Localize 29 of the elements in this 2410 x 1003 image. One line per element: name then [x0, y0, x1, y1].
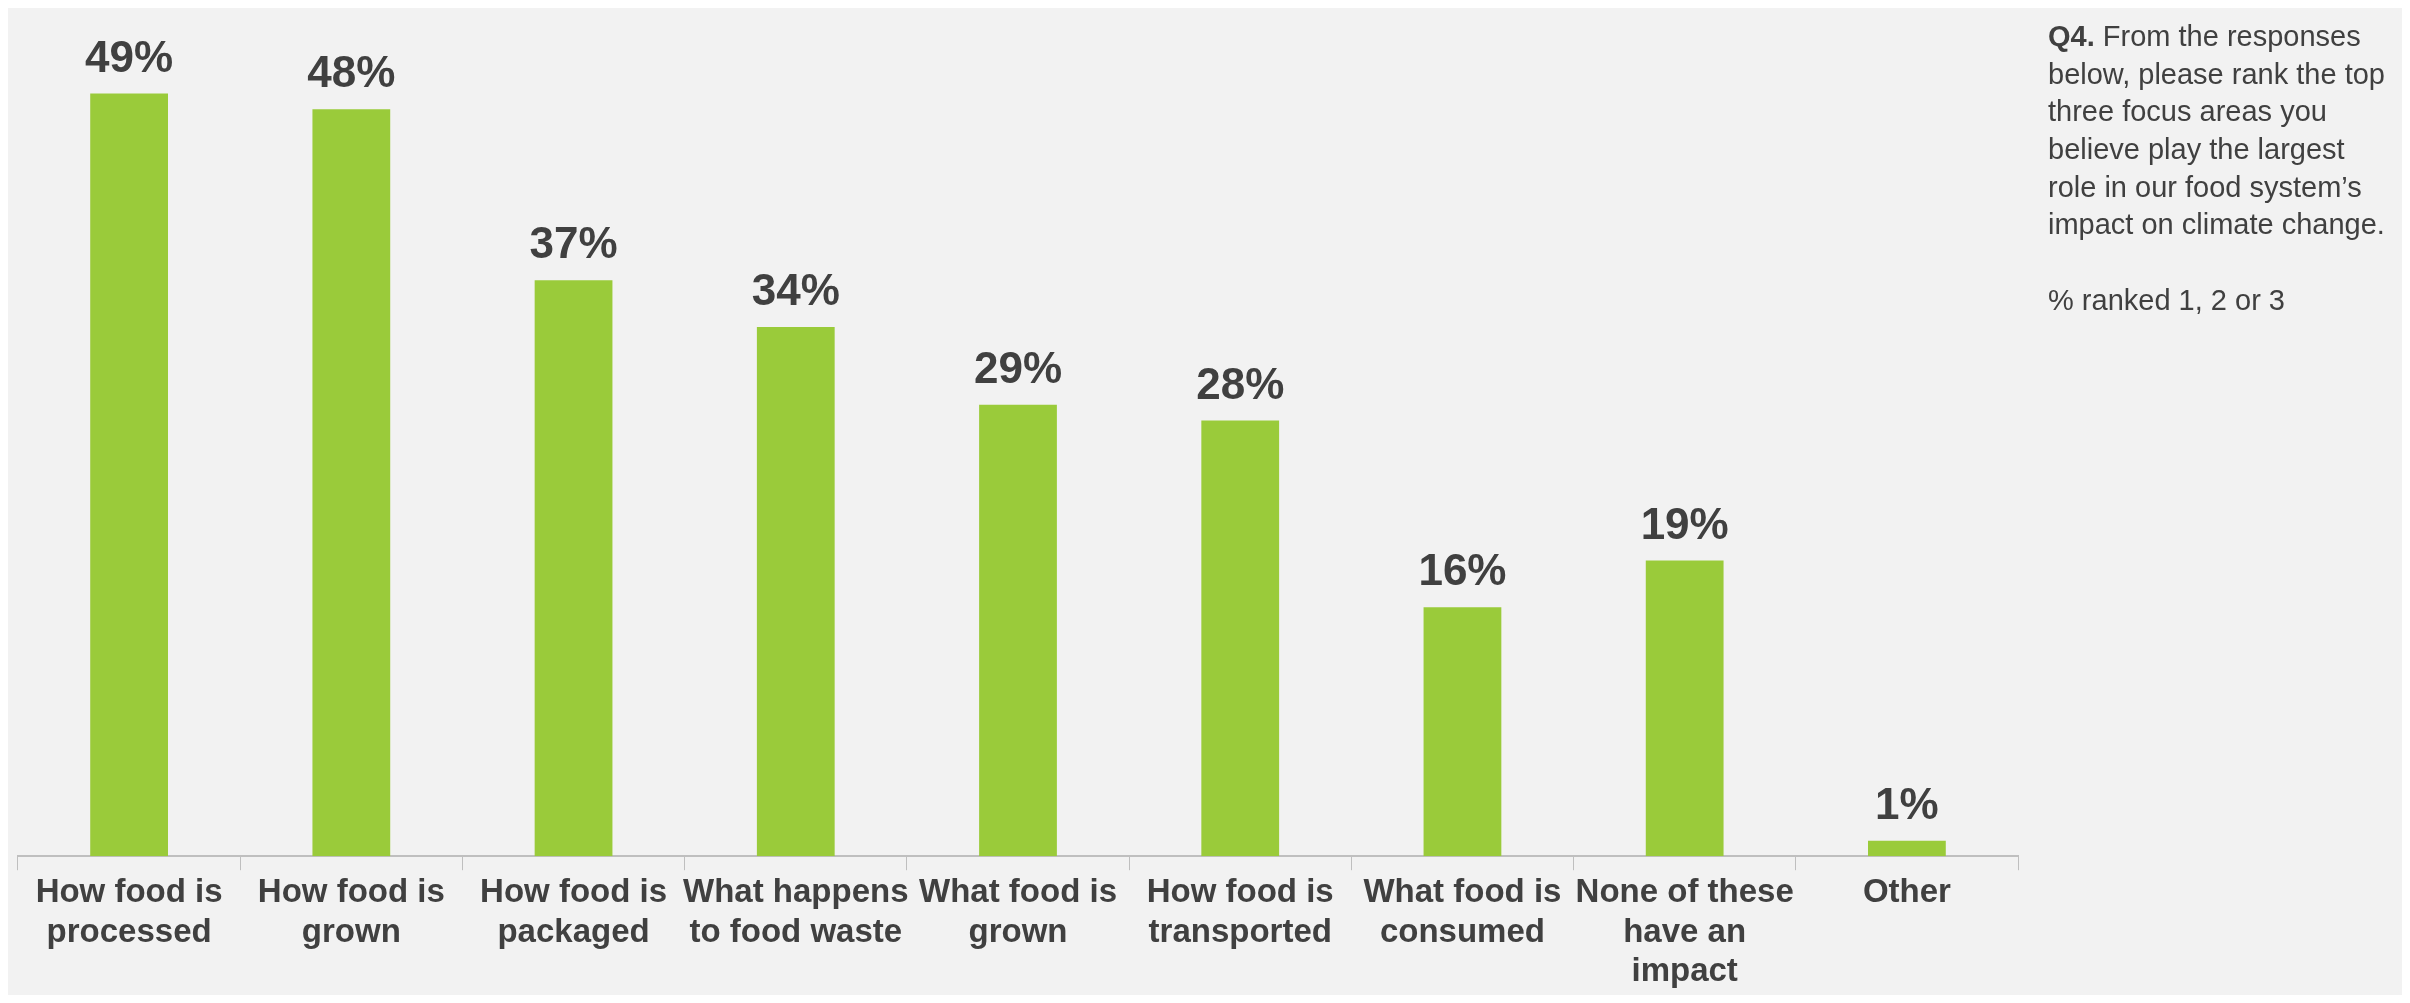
data-label: 16% — [1418, 545, 1507, 595]
x-tick-label: Other — [1862, 872, 1952, 910]
bar — [312, 109, 391, 857]
x-tick-label: What happens to food waste — [683, 872, 909, 949]
data-label: 29% — [973, 342, 1063, 392]
data-label: 19% — [1640, 498, 1729, 548]
data-label: 49% — [85, 31, 174, 81]
bar — [1423, 607, 1502, 857]
bar — [1201, 420, 1280, 857]
data-label: 28% — [1196, 358, 1285, 408]
x-tick-label: What food is consumed — [1363, 872, 1562, 949]
data-label: 37% — [529, 218, 618, 268]
bar — [90, 93, 168, 857]
text: Q4. From the responses below, please rank the top three focus areas you believe play the largest role in our food system’s impact on climate change. — [2048, 19, 2386, 243]
bar — [1868, 840, 1946, 857]
x-tick-label: How food is processed — [35, 872, 223, 949]
bar — [1645, 560, 1724, 857]
bar — [534, 280, 613, 857]
data-label: 1% — [1875, 778, 1939, 828]
x-tick-label: What food is grown — [919, 872, 1117, 949]
data-label: 48% — [307, 47, 396, 97]
x-tick-label: How food is transported — [1146, 872, 1334, 949]
bar — [756, 327, 835, 857]
x-tick-label: How food is packaged — [480, 872, 668, 949]
text: % ranked 1, 2 or 3 — [2048, 283, 2286, 319]
x-tick-label: None of these have an impact — [1575, 872, 1794, 989]
data-label: 34% — [751, 265, 840, 315]
x-tick-label: How food is grown — [257, 872, 445, 949]
bar — [979, 404, 1057, 857]
